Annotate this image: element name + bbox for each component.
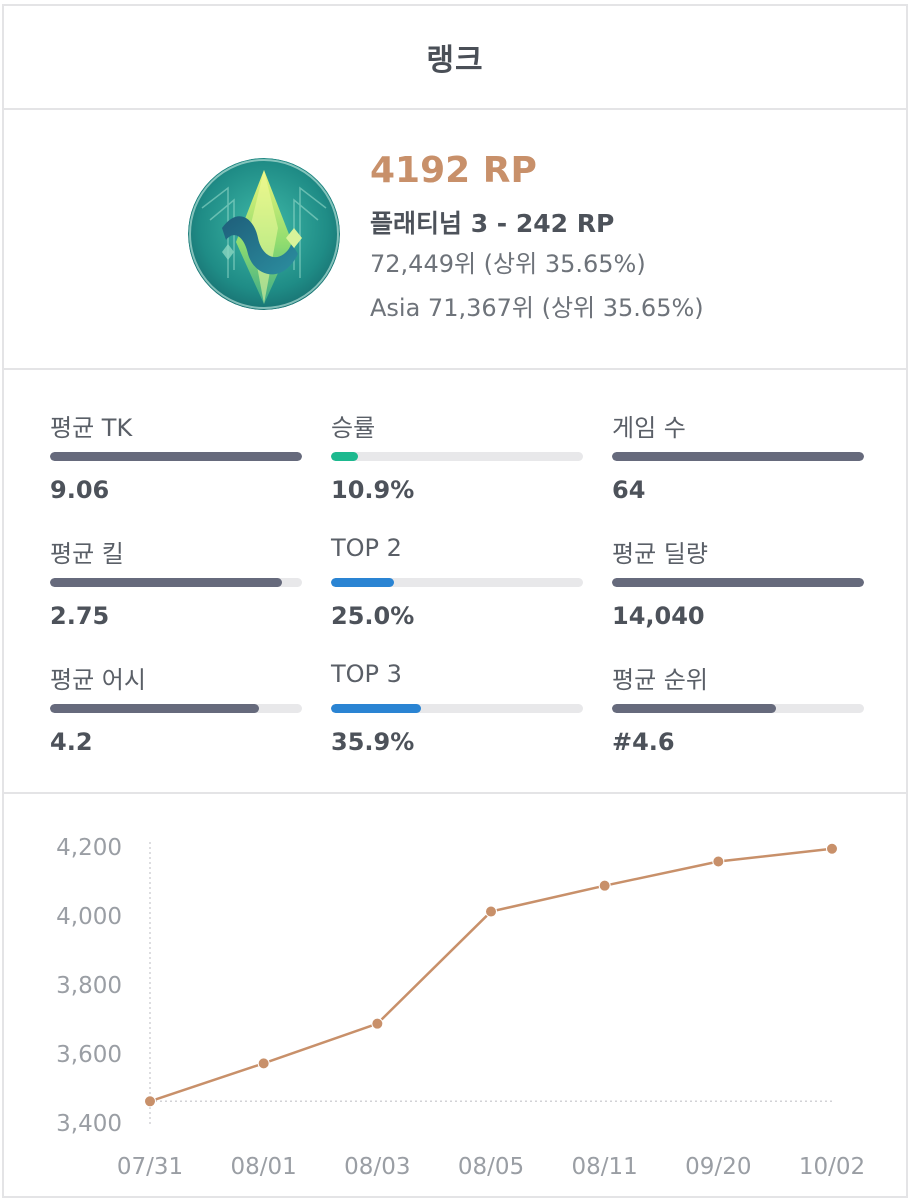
rp-data-point	[371, 1017, 384, 1030]
rp-data-point	[144, 1095, 156, 1108]
stat-item: 승률 10.9%	[331, 408, 583, 528]
rp-data-point	[598, 879, 611, 892]
y-tick-label: 3,800	[56, 973, 122, 999]
rp-data-point	[257, 1057, 270, 1070]
rank-profile: 4192 RP 플래티넘 3 - 242 RP 72,449위 (상위 35.6…	[4, 110, 906, 370]
stat-progress-bar	[612, 704, 864, 713]
stat-progress-fill	[331, 578, 394, 587]
stat-label: TOP 2	[331, 534, 402, 562]
stat-item: 평균 TK 9.06	[50, 408, 302, 528]
stats-grid: 평균 TK 9.06 승률 10.9% 게임 수 64 평균 킬 2.75 TOP 2 25.0%…	[4, 370, 906, 794]
stat-progress-bar	[331, 578, 583, 587]
stat-progress-fill	[612, 578, 864, 587]
x-tick-label: 08/11	[572, 1154, 638, 1180]
stat-label: 평균 딜량	[612, 540, 708, 568]
stat-label: 승률	[331, 414, 376, 442]
tier-label: 플래티넘 3 - 242 RP	[370, 209, 615, 238]
stat-value: 9.06	[50, 476, 110, 504]
stat-item: 평균 어시 4.2	[50, 660, 302, 780]
rank-points: 4192 RP	[370, 150, 537, 191]
x-tick-label: 09/20	[685, 1154, 751, 1180]
stat-item: 평균 킬 2.75	[50, 534, 302, 654]
rp-data-point	[485, 905, 497, 918]
stat-value: 25.0%	[331, 602, 415, 630]
rp-history-chart-svg: 3,400 3,600 3,800 4,000 4,200 07/31 08/01 08/03…	[56, 835, 865, 1180]
stat-progress-bar	[331, 452, 583, 461]
stat-value: 14,040	[612, 602, 705, 630]
stat-progress-fill	[331, 452, 359, 461]
platinum-tier-emblem-icon	[188, 158, 340, 310]
page-title: 랭크	[426, 43, 484, 78]
stat-progress-bar	[50, 704, 302, 713]
stat-label: 평균 어시	[50, 666, 146, 694]
stat-progress-bar	[612, 578, 864, 587]
stat-progress-fill	[50, 452, 302, 461]
stat-value: #4.6	[612, 728, 675, 756]
x-tick-label: 07/31	[117, 1154, 183, 1180]
stat-progress-fill	[612, 452, 864, 461]
stat-progress-bar	[50, 578, 302, 587]
stat-progress-fill	[612, 704, 776, 713]
stat-item: 평균 딜량 14,040	[612, 534, 864, 654]
stat-label: 평균 킬	[50, 540, 124, 568]
rp-history-chart: 3,400 3,600 3,800 4,000 4,200 07/31 08/01 08/03…	[4, 800, 910, 1196]
y-tick-label: 3,400	[56, 1111, 122, 1137]
y-tick-label: 4,200	[56, 835, 122, 861]
stat-value: 35.9%	[331, 728, 415, 756]
stat-value: 2.75	[50, 602, 110, 630]
x-tick-label: 10/02	[799, 1154, 865, 1180]
stat-item: 평균 순위 #4.6	[612, 660, 864, 780]
stat-progress-bar	[50, 452, 302, 461]
stat-value: 4.2	[50, 728, 93, 756]
global-rank: 72,449위 (상위 35.65%)	[370, 250, 646, 278]
rank-card: 랭크	[2, 4, 908, 1198]
y-tick-label: 3,600	[56, 1042, 122, 1068]
stat-item: TOP 3 35.9%	[331, 660, 583, 780]
rank-header: 랭크	[4, 6, 906, 110]
x-tick-label: 08/01	[231, 1154, 297, 1180]
stat-progress-bar	[612, 452, 864, 461]
stat-label: 평균 TK	[50, 414, 133, 442]
stat-value: 10.9%	[331, 476, 415, 504]
rp-series-line	[149, 847, 833, 1103]
stat-progress-fill	[50, 704, 260, 713]
stat-progress-fill	[50, 578, 282, 587]
stat-value: 64	[612, 476, 646, 504]
stat-label: TOP 3	[331, 660, 402, 688]
region-rank: Asia 71,367위 (상위 35.65%)	[370, 294, 704, 322]
stat-progress-bar	[331, 704, 583, 713]
stat-item: TOP 2 25.0%	[331, 534, 583, 654]
stat-label: 평균 순위	[612, 666, 708, 694]
rp-data-point	[826, 842, 838, 855]
stat-progress-fill	[331, 704, 422, 713]
stat-label: 게임 수	[612, 414, 686, 442]
y-tick-label: 4,000	[56, 904, 122, 930]
x-tick-label: 08/05	[458, 1154, 524, 1180]
x-tick-label: 08/03	[344, 1154, 410, 1180]
stat-item: 게임 수 64	[612, 408, 864, 528]
rp-data-point	[712, 855, 725, 868]
